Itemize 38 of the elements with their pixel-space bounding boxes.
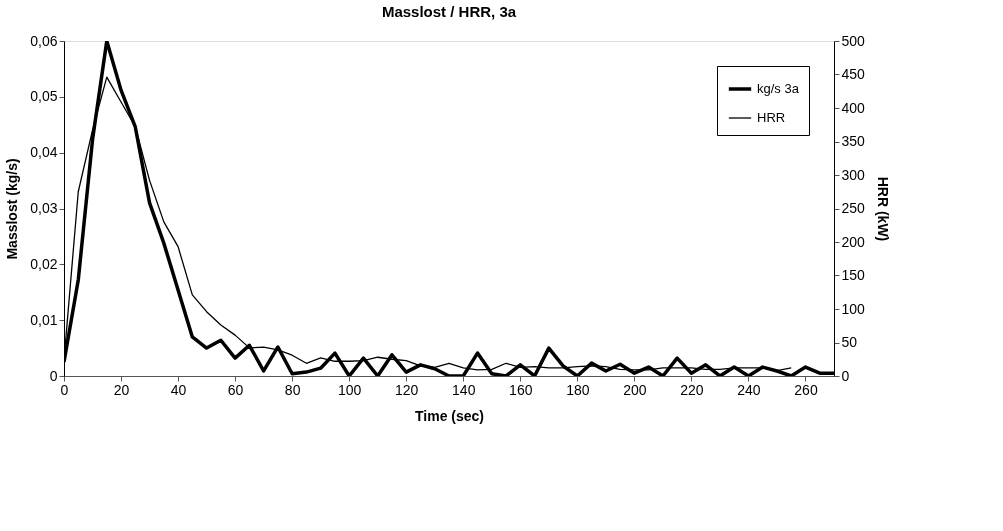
x-tick-label: 40 <box>170 381 187 398</box>
y2-tick-label: 150 <box>841 267 866 283</box>
y2-tick-label: 400 <box>841 99 866 116</box>
y2-tick-label: 250 <box>841 200 866 216</box>
chart-title: Masslost / HRR, 3a <box>381 3 517 20</box>
y2-tick-label: 500 <box>841 32 866 49</box>
x-tick-label: 260 <box>794 381 818 398</box>
x-tick-label: 20 <box>113 381 130 398</box>
y2-tick-label: 300 <box>841 166 866 183</box>
y-axis-title: Masslost (kg/s) <box>4 158 21 260</box>
y-tick-label: 0,01 <box>30 311 58 328</box>
y2-tick-label: 100 <box>841 300 866 317</box>
y-tick-label: 0,05 <box>30 88 58 105</box>
x-tick-label: 100 <box>338 381 362 398</box>
y-tick-label: 0,04 <box>30 144 58 161</box>
x-tick-label: 160 <box>509 381 533 398</box>
y2-tick-label: 450 <box>841 66 866 82</box>
x-tick-label: 200 <box>623 381 647 398</box>
y2-tick-label: 0 <box>841 367 850 384</box>
y2-tick-label: 50 <box>841 334 858 350</box>
x-tick-label: 60 <box>227 381 244 398</box>
y-tick-label: 0 <box>49 367 58 384</box>
y-tick-label: 0,03 <box>30 200 58 216</box>
x-tick-label: 180 <box>566 381 590 398</box>
legend-label: kg/s 3a <box>757 81 800 96</box>
x-tick-label: 0 <box>60 381 69 398</box>
y2-tick-label: 200 <box>841 233 866 250</box>
y-tick-label: 0,02 <box>30 255 58 272</box>
y2-axis-title: HRR (kW) <box>874 176 891 242</box>
y2-tick-label: 350 <box>841 133 866 149</box>
x-tick-label: 120 <box>395 381 419 398</box>
x-tick-label: 80 <box>284 381 301 398</box>
x-axis-title: Time (sec) <box>415 407 484 424</box>
x-tick-label: 240 <box>737 381 761 398</box>
x-tick-label: 140 <box>452 381 476 398</box>
legend-label: HRR <box>757 110 786 125</box>
x-tick-label: 220 <box>680 381 704 398</box>
y-tick-label: 0,06 <box>30 32 58 49</box>
